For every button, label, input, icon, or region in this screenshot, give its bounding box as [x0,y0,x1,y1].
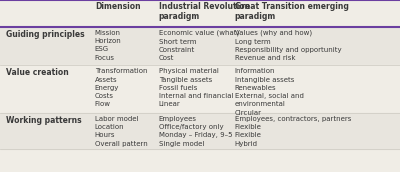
Text: Great Transition emerging
paradigm: Great Transition emerging paradigm [235,2,349,22]
Text: Physical material
Tangible assets
Fossil fuels
Internal and financial
Linear: Physical material Tangible assets Fossil… [159,68,233,108]
Text: Values (why and how)
Long term
Responsibility and opportunity
Revenue and risk: Values (why and how) Long term Responsib… [235,30,342,61]
Text: Information
Intangible assets
Renewables
External, social and
environmental
Circ: Information Intangible assets Renewables… [235,68,304,116]
Bar [0,113,400,149]
Bar [0,27,400,65]
Text: Labor model
Location
Hours
Overall pattern: Labor model Location Hours Overall patte… [95,116,148,147]
Text: Transformation
Assets
Energy
Costs
Flow: Transformation Assets Energy Costs Flow [95,68,147,108]
Text: Value creation: Value creation [6,68,69,77]
Bar [0,65,400,113]
Text: Economic value (what)
Short term
Constraint
Cost: Economic value (what) Short term Constra… [159,30,239,61]
Text: Guiding principles: Guiding principles [6,30,85,39]
Text: Dimension: Dimension [95,2,140,11]
Text: Industrial Revolution
paradigm: Industrial Revolution paradigm [159,2,250,22]
Text: Working patterns: Working patterns [6,116,82,125]
Text: Employees, contractors, partners
Flexible
Flexible
Hybrid: Employees, contractors, partners Flexibl… [235,116,351,147]
Text: Mission
Horizon
ESG
Focus: Mission Horizon ESG Focus [95,30,122,61]
Bar [0,0,400,27]
Text: Employees
Office/factory only
Monday – Friday, 9–5
Single model: Employees Office/factory only Monday – F… [159,116,232,147]
